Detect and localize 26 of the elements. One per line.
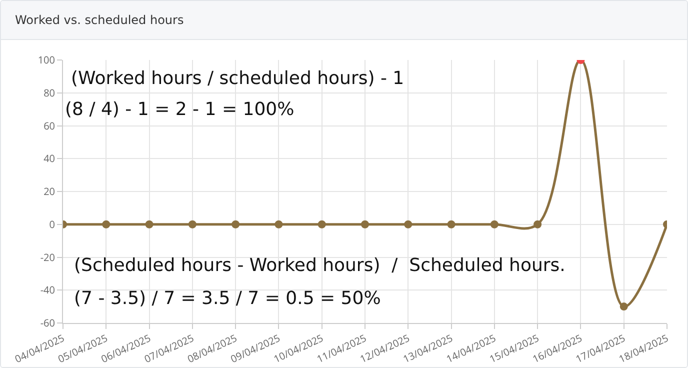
y-tick-label: 0: [49, 216, 56, 231]
y-tick-label: 80: [44, 85, 56, 100]
point: [490, 220, 498, 228]
point: [404, 220, 412, 228]
annotation: (Scheduled hours - Worked hours) / Scheduled hours.: [74, 255, 566, 276]
annotation: (8 / 4) - 1 = 2 - 1 = 100%: [65, 99, 294, 120]
point: [361, 220, 369, 228]
y-tick-label: 100: [38, 52, 56, 66]
point: [145, 220, 154, 228]
point: [232, 220, 240, 228]
y-tick-label: -40: [40, 282, 56, 297]
point: [318, 220, 326, 228]
annotation: (7 - 3.5) / 7 = 3.5 / 7 = 0.5 = 50%: [74, 288, 381, 309]
point: [102, 220, 110, 228]
y-tick-label: 20: [44, 184, 56, 198]
point: [534, 220, 542, 228]
y-tick-label: -20: [40, 250, 56, 264]
point: [274, 220, 283, 228]
y-tick-label: 40: [44, 151, 56, 166]
y-tick-label: -60: [40, 316, 56, 330]
chart-title: Worked vs. scheduled hours: [1, 1, 687, 40]
y-tick-label: 60: [44, 118, 56, 132]
point: [620, 302, 628, 311]
point: [447, 220, 456, 228]
annotation: (Worked hours / scheduled hours) - 1: [71, 68, 404, 89]
point: [188, 220, 196, 228]
